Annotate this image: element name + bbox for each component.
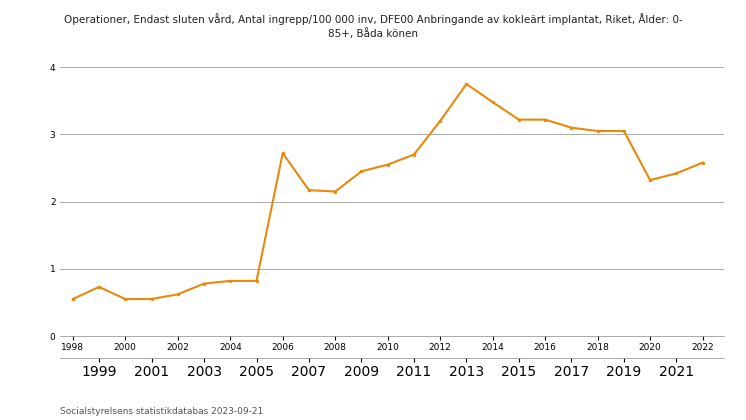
Text: Operationer, Endast sluten vård, Antal ingrepp/100 000 inv, DFE00 Anbringande av: Operationer, Endast sluten vård, Antal i… [63, 13, 683, 39]
Text: Socialstyrelsens statistikdatabas 2023-09-21: Socialstyrelsens statistikdatabas 2023-0… [60, 407, 263, 416]
